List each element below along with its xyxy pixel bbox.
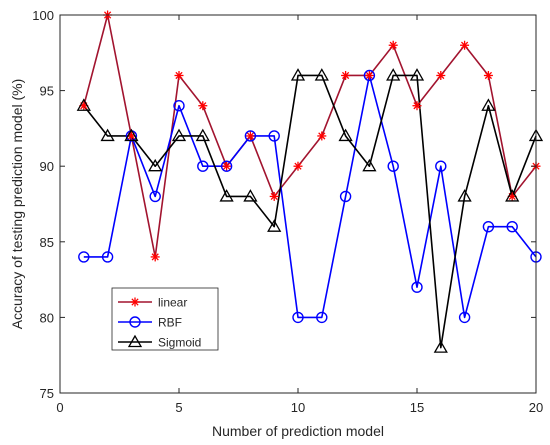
data-point-rbf <box>173 100 185 112</box>
series-line-rbf <box>83 74 537 319</box>
data-point-sigmoid <box>505 189 520 202</box>
series-line-linear <box>83 14 537 258</box>
data-point-linear <box>412 101 422 111</box>
data-point-linear <box>245 131 255 141</box>
data-point-linear <box>460 40 470 50</box>
x-tick-label: 0 <box>56 400 63 415</box>
data-point-rbf <box>244 130 257 142</box>
data-point-sigmoid <box>171 128 187 142</box>
data-point-sigmoid <box>314 68 329 81</box>
data-point-sigmoid <box>362 158 377 172</box>
data-point-linear <box>174 70 184 80</box>
data-point-rbf <box>149 190 161 203</box>
data-point-linear <box>269 191 279 201</box>
data-point-rbf <box>458 311 471 324</box>
data-point-linear <box>317 131 327 141</box>
y-tick-label: 85 <box>40 235 54 250</box>
legend-marker-linear <box>130 297 140 307</box>
data-point-linear <box>364 70 374 80</box>
data-point-sigmoid <box>481 98 496 111</box>
data-point-sigmoid <box>338 128 353 142</box>
data-point-rbf <box>197 160 209 172</box>
x-tick-label: 15 <box>410 400 424 415</box>
legend-label-rbf: RBF <box>158 316 182 330</box>
data-point-sigmoid <box>457 189 472 202</box>
series-line-sigmoid <box>83 74 537 349</box>
data-point-linear <box>341 70 351 80</box>
data-point-rbf <box>435 160 447 172</box>
legend: linear RBF Sigmoid <box>111 287 219 351</box>
data-point-sigmoid <box>386 68 401 81</box>
data-point-rbf <box>292 311 304 324</box>
legend-box <box>111 287 219 351</box>
data-point-linear <box>436 70 446 80</box>
data-point-linear <box>388 40 398 50</box>
data-point-rbf <box>506 220 518 233</box>
legend-marker-rbf <box>129 316 141 328</box>
legend-label-linear: linear <box>158 296 187 310</box>
data-point-rbf <box>268 130 280 142</box>
data-point-linear <box>293 161 303 171</box>
x-tick-label: 5 <box>175 400 182 415</box>
data-point-sigmoid <box>195 128 210 142</box>
data-point-rbf <box>482 220 495 233</box>
y-tick-label: 90 <box>40 159 54 174</box>
y-tick-label: 75 <box>40 386 54 401</box>
data-point-sigmoid <box>124 128 139 142</box>
data-point-rbf <box>316 311 328 324</box>
data-point-linear <box>150 252 160 262</box>
data-point-sigmoid <box>433 340 448 353</box>
data-point-rbf <box>363 69 376 82</box>
data-point-rbf <box>78 251 90 263</box>
data-point-sigmoid <box>409 68 425 81</box>
y-tick-label: 100 <box>32 8 54 23</box>
data-point-rbf <box>411 281 423 293</box>
series-layer <box>76 10 544 353</box>
y-tick-label: 80 <box>40 310 54 325</box>
y-axis-label: Accuracy of testing prediction model (%) <box>9 79 25 330</box>
data-point-rbf <box>220 160 233 172</box>
x-tick-label: 10 <box>291 400 305 415</box>
data-point-linear <box>198 101 208 111</box>
data-point-rbf <box>339 190 352 203</box>
data-point-sigmoid <box>100 128 115 142</box>
data-point-sigmoid <box>243 189 258 202</box>
data-point-sigmoid <box>219 189 234 202</box>
x-axis-label: Number of prediction model <box>212 423 384 439</box>
y-tick-label: 95 <box>40 84 54 99</box>
legend-marker-sigmoid <box>127 334 143 348</box>
x-tick-label: 20 <box>529 400 543 415</box>
axis-ticks: 0 5 10 15 20 75 80 85 90 95 100 <box>32 8 543 415</box>
data-point-linear <box>222 161 232 171</box>
data-point-sigmoid <box>76 98 91 111</box>
data-point-sigmoid <box>290 68 306 81</box>
data-point-rbf <box>387 160 399 172</box>
data-point-sigmoid <box>267 219 282 232</box>
data-point-sigmoid <box>148 158 163 172</box>
legend-label-sigmoid: Sigmoid <box>158 336 201 350</box>
data-point-rbf <box>101 251 114 263</box>
data-point-linear <box>483 70 493 80</box>
